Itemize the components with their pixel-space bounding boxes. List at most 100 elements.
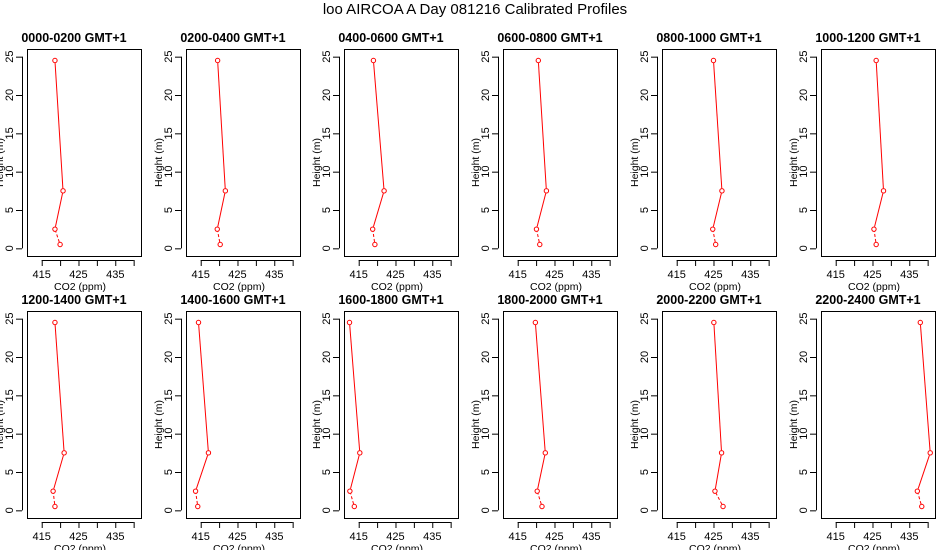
panel-title: 0200-0400 GMT+1 <box>180 31 285 45</box>
panel-title: 1000-1200 GMT+1 <box>815 31 920 45</box>
y-tick-label: 5 <box>163 207 175 213</box>
data-point <box>192 488 199 494</box>
data-point <box>351 503 357 510</box>
x-tick-label: 425 <box>228 269 246 281</box>
panel-title: 1600-1800 GMT+1 <box>338 293 443 307</box>
y-axis-label: Height (m) <box>311 138 323 187</box>
y-tick-label: 25 <box>163 51 175 63</box>
profile-segment <box>54 193 63 227</box>
data-point <box>718 450 725 456</box>
data-point <box>52 226 58 232</box>
y-tick-label: 20 <box>480 351 492 363</box>
data-point <box>195 319 202 326</box>
y-tick-label: 25 <box>4 51 16 63</box>
y-tick-label: 10 <box>4 166 16 178</box>
y-tick-label: 25 <box>321 313 333 325</box>
y-tick-label: 20 <box>321 351 333 363</box>
x-tick-label: 415 <box>668 269 686 281</box>
profile-segment <box>54 63 64 189</box>
y-tick-label: 25 <box>321 51 333 63</box>
plot-frame <box>662 311 777 519</box>
y-tick-label: 25 <box>639 313 651 325</box>
profile-segment <box>372 231 376 242</box>
data-point <box>52 319 58 326</box>
data-point <box>880 188 887 194</box>
profile-segment <box>373 63 385 189</box>
data-point <box>50 488 56 494</box>
y-tick-label: 15 <box>480 127 492 139</box>
data-point <box>532 319 539 326</box>
data-point <box>369 226 376 232</box>
y-tick-label: 15 <box>163 127 175 139</box>
profile-segment <box>873 231 877 242</box>
profile-segment <box>52 493 56 504</box>
y-axis-label: Height (m) <box>0 138 6 187</box>
x-tick-label: 415 <box>509 531 527 543</box>
y-tick-label: 5 <box>321 207 333 213</box>
profile-segment <box>217 63 226 189</box>
y-tick-label: 5 <box>480 207 492 213</box>
y-tick-label: 25 <box>639 51 651 63</box>
x-tick-label: 435 <box>106 531 124 543</box>
x-axis-label: CO2 (ppm) <box>371 543 423 550</box>
panel-title: 0600-0800 GMT+1 <box>497 31 602 45</box>
y-tick-label: 5 <box>163 469 175 475</box>
y-tick-label: 20 <box>4 89 16 101</box>
data-point <box>195 503 201 510</box>
data-point <box>205 450 212 456</box>
x-axis-label: CO2 (ppm) <box>54 543 106 550</box>
y-tick-label: 15 <box>4 127 16 139</box>
profile-segment <box>349 325 361 451</box>
y-tick-label: 10 <box>4 428 16 440</box>
x-tick-label: 435 <box>741 531 759 543</box>
data-point <box>917 319 923 326</box>
x-tick-label: 435 <box>582 531 600 543</box>
y-tick-label: 25 <box>798 313 810 325</box>
y-tick-label: 10 <box>163 428 175 440</box>
y-tick-label: 20 <box>639 89 651 101</box>
profile-segment <box>217 231 221 243</box>
x-tick-label: 425 <box>704 531 722 543</box>
data-point <box>60 188 66 194</box>
y-tick-label: 20 <box>163 351 175 363</box>
x-axis-label: CO2 (ppm) <box>848 543 900 550</box>
profile-segment <box>712 193 722 227</box>
y-tick-label: 10 <box>480 428 492 440</box>
profile-segment <box>537 63 547 189</box>
x-tick-label: 415 <box>192 269 210 281</box>
y-tick-label: 5 <box>321 469 333 475</box>
x-tick-label: 415 <box>350 269 368 281</box>
plot-frame <box>821 49 936 257</box>
y-tick-label: 5 <box>798 207 810 213</box>
data-point <box>57 241 63 248</box>
profile-segment <box>198 325 209 451</box>
y-tick-label: 5 <box>639 469 651 475</box>
y-tick-label: 20 <box>798 351 810 363</box>
y-tick-label: 0 <box>639 245 651 251</box>
profile-segment <box>537 493 542 505</box>
x-tick-label: 435 <box>423 269 441 281</box>
profile-segment <box>217 193 226 227</box>
x-tick-label: 425 <box>228 531 246 543</box>
profile-segment <box>55 231 60 243</box>
y-tick-label: 0 <box>798 245 810 251</box>
y-tick-label: 0 <box>798 507 810 513</box>
x-tick-label: 425 <box>386 531 404 543</box>
x-tick-label: 435 <box>582 269 600 281</box>
data-point <box>712 241 719 248</box>
y-tick-label: 10 <box>639 166 651 178</box>
y-tick-label: 25 <box>163 313 175 325</box>
y-tick-label: 10 <box>321 166 333 178</box>
data-point <box>222 188 229 194</box>
data-point <box>52 503 58 510</box>
